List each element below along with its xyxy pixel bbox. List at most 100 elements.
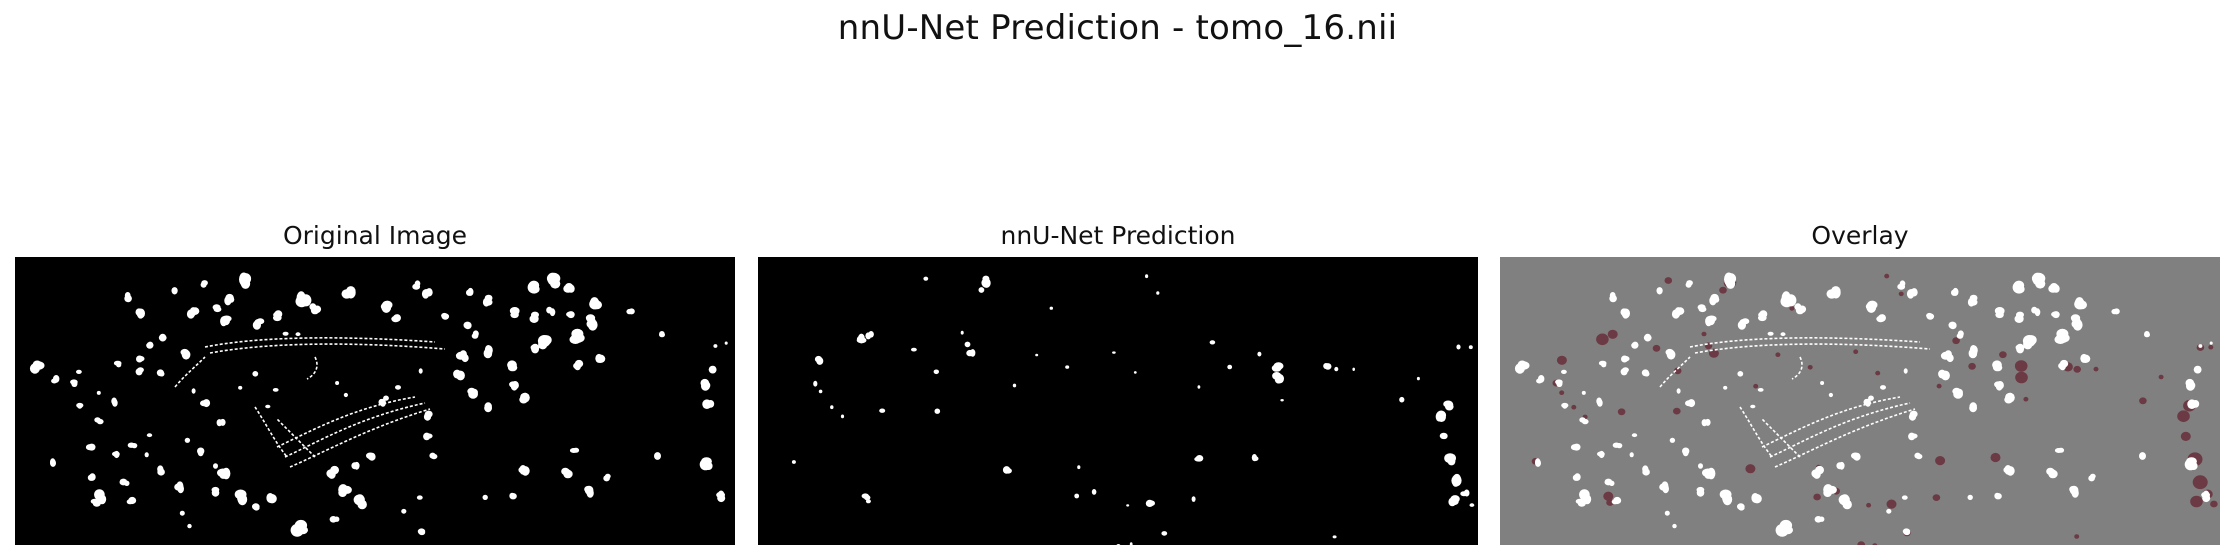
overlay-blob — [1723, 385, 1728, 390]
overlay-blob — [1814, 516, 1825, 523]
overlay-blob — [1570, 443, 1581, 451]
original-filament — [276, 418, 316, 458]
overlay-prediction-mark — [1853, 349, 1859, 354]
overlay-prediction-mark — [2192, 475, 2208, 490]
prediction-blob — [1251, 454, 1259, 462]
overlay-blob — [1751, 493, 1762, 504]
overlay-prediction-mark — [2190, 495, 2203, 508]
prediction-blob — [1439, 432, 1448, 440]
overlay-blob — [1886, 508, 1892, 514]
original-blob — [200, 280, 208, 288]
overlay-blob — [1903, 368, 1908, 374]
overlay-blob — [1820, 381, 1825, 385]
overlay-blob — [1968, 345, 1978, 359]
overlay-prediction-mark — [1968, 362, 1976, 370]
overlay-blob — [1682, 447, 1690, 457]
overlay-prediction-mark — [2023, 396, 2029, 402]
original-blob — [395, 385, 401, 390]
overlay-prediction-mark — [1935, 456, 1946, 466]
overlay-blob — [2201, 490, 2211, 503]
overlay-blob — [2051, 311, 2060, 319]
original-blob — [595, 353, 606, 363]
overlay-blob — [1572, 473, 1581, 481]
overlay-filament — [1689, 337, 1921, 348]
original-blob — [94, 417, 104, 425]
overlay-prediction-mark — [1719, 286, 1727, 294]
original-blob — [724, 341, 728, 345]
overlay-blob — [1758, 310, 1768, 322]
overlay-blob — [1897, 280, 1906, 290]
original-blob — [309, 303, 322, 315]
overlay-filament — [1694, 343, 1931, 354]
overlay-blob — [1914, 452, 1923, 460]
original-blob — [290, 519, 308, 537]
original-blob — [383, 395, 389, 401]
overlay-blob — [2054, 447, 2065, 453]
original-blob — [179, 510, 185, 516]
prediction-blob — [1133, 371, 1137, 374]
overlay-blob — [1596, 397, 1603, 407]
overlay-blob — [2185, 378, 2196, 391]
figure-title: nnU-Net Prediction - tomo_16.nii — [837, 8, 1398, 48]
overlay-blob — [1705, 315, 1717, 327]
overlay-prediction-mark — [2015, 371, 2028, 384]
original-blob — [589, 297, 603, 310]
prediction-blob — [1272, 372, 1284, 384]
original-blob — [50, 458, 56, 467]
overlay-blob — [1794, 303, 1807, 315]
overlay-blob — [2088, 473, 2096, 482]
original-blob — [702, 399, 715, 409]
overlay-prediction-mark — [1673, 367, 1682, 375]
prediction-blob — [1209, 340, 1216, 345]
overlay-blob — [1535, 458, 1541, 467]
original-blob — [144, 452, 149, 458]
original-blob — [29, 360, 45, 374]
overlay-prediction-mark — [1866, 502, 1872, 508]
original-blob — [509, 307, 520, 319]
overlay-blob — [2031, 306, 2041, 317]
overlay-blob — [1750, 404, 1756, 409]
overlay-blob — [2046, 467, 2058, 479]
original-blob — [412, 280, 421, 290]
original-blob — [200, 399, 211, 408]
overlay-blob — [1561, 369, 1567, 374]
overlay-blob — [1561, 402, 1569, 409]
prediction-blob — [981, 275, 991, 288]
original-blob — [483, 345, 493, 359]
overlay-filament — [1761, 396, 1901, 448]
overlay-blob — [1780, 332, 1786, 337]
overlay-blob — [1836, 461, 1845, 470]
overlay-blob — [1994, 381, 2004, 391]
original-blob — [603, 473, 611, 482]
overlay-prediction-mark — [1775, 352, 1781, 357]
prediction-blob — [865, 499, 871, 504]
overlay-blob — [1865, 300, 1878, 313]
overlay-blob — [1780, 291, 1797, 308]
prediction-blob — [1002, 466, 1012, 474]
original-blob — [87, 473, 96, 481]
overlay-blob — [1994, 307, 2005, 319]
overlay-prediction-mark — [1603, 491, 1614, 501]
overlay-blob — [1671, 307, 1685, 319]
original-blob — [252, 371, 259, 377]
overlay-blob — [1672, 523, 1677, 529]
original-blob — [586, 319, 598, 331]
original-blob — [423, 410, 433, 421]
overlay-blob — [1952, 387, 1963, 399]
original-blob — [343, 392, 348, 398]
prediction-blob — [1074, 493, 1080, 499]
prediction-blob — [1161, 531, 1168, 536]
original-blob — [519, 392, 530, 404]
overlay-blob — [1701, 418, 1711, 427]
original-blob — [455, 350, 469, 363]
overlay-panel: Overlay — [1500, 0, 2220, 560]
overlay-blob — [1737, 371, 1744, 377]
original-blob — [224, 293, 235, 306]
overlay-blob — [1620, 308, 1630, 319]
overlay-prediction-mark — [2093, 366, 2099, 372]
overlay-blob — [1737, 318, 1750, 330]
overlay-prediction-mark — [1596, 333, 1609, 346]
original-filament — [276, 396, 416, 448]
original-blob — [453, 369, 465, 381]
overlay-blob — [2144, 331, 2150, 338]
